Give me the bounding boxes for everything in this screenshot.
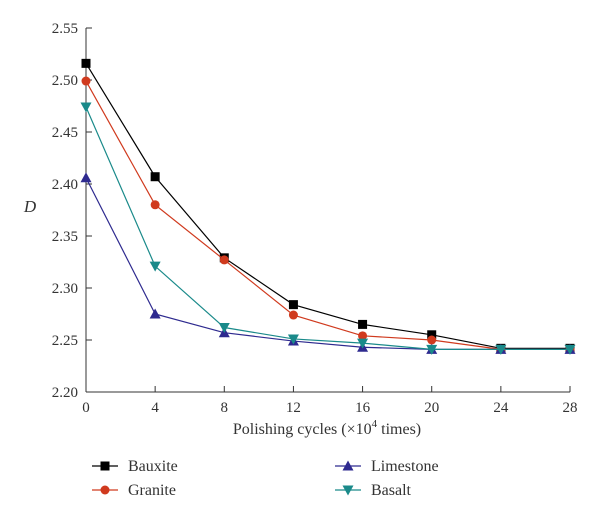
data-point	[80, 172, 92, 183]
x-tick-label: 0	[82, 400, 90, 416]
x-tick-label: 28	[563, 400, 578, 416]
series-line	[85, 106, 570, 350]
legend-marker	[342, 460, 354, 471]
data-point	[358, 319, 368, 329]
data-point	[287, 334, 299, 345]
x-tick-label: 8	[221, 400, 229, 416]
legend-item-basalt: Basalt	[335, 482, 412, 499]
series-basalt	[80, 102, 576, 355]
y-axis-ticks: 2.20 2.25 2.30 2.35 2.40 2.45 2.50 2.55	[52, 21, 92, 401]
data-point	[150, 172, 160, 182]
y-tick-label: 2.30	[52, 281, 78, 297]
legend-item-granite: Granite	[92, 482, 176, 499]
y-tick-label: 2.50	[52, 73, 78, 89]
axes	[85, 28, 570, 393]
data-point	[81, 76, 91, 86]
data-point	[149, 261, 161, 272]
data-point	[426, 344, 438, 355]
data-point	[81, 58, 91, 68]
data-point	[357, 338, 369, 349]
y-tick-label: 2.55	[52, 21, 78, 37]
x-axis-label: Polishing cycles (×104 times)	[233, 418, 421, 438]
series-line	[85, 80, 570, 350]
data-point	[288, 310, 298, 320]
y-tick-label: 2.25	[52, 333, 78, 349]
data-point	[427, 330, 437, 340]
legend-marker	[100, 485, 110, 495]
data-point	[564, 344, 576, 355]
legend-label: Limestone	[371, 458, 439, 475]
legend-label: Granite	[128, 482, 176, 499]
x-axis-label-superscript: 4	[372, 418, 378, 430]
x-tick-label: 16	[355, 400, 371, 416]
data-point	[218, 323, 230, 334]
legend-item-limestone: Limestone	[335, 458, 439, 475]
data-point	[219, 255, 229, 265]
data-point	[150, 200, 160, 210]
y-tick-label: 2.20	[52, 385, 78, 401]
y-tick-label: 2.40	[52, 177, 78, 193]
x-axis-label-tail: times)	[377, 421, 421, 438]
x-tick-label: 20	[424, 400, 439, 416]
legend-label: Basalt	[371, 482, 412, 499]
legend-marker	[342, 485, 354, 496]
y-tick-label: 2.45	[52, 125, 78, 141]
legend-marker	[100, 461, 110, 471]
data-point	[358, 331, 368, 341]
x-tick-label: 4	[151, 400, 159, 416]
data-point	[288, 300, 298, 310]
x-axis-label-main: Polishing cycles (×10	[233, 421, 372, 438]
legend-label: Bauxite	[128, 458, 178, 475]
x-tick-label: 12	[286, 400, 301, 416]
data-point	[149, 308, 161, 319]
data-point	[80, 102, 92, 113]
data-point	[427, 335, 437, 345]
y-tick-label: 2.35	[52, 229, 78, 245]
x-tick-label: 24	[493, 400, 509, 416]
legend-item-bauxite: Bauxite	[92, 458, 178, 475]
series-line	[85, 63, 570, 349]
x-axis-ticks: 0 4 8 12 16 20 24 28	[82, 386, 578, 416]
y-axis-label: D	[23, 197, 37, 216]
legend: Bauxite Granite Limestone Basalt	[92, 458, 439, 499]
series-group	[80, 58, 576, 355]
data-point	[495, 344, 507, 355]
